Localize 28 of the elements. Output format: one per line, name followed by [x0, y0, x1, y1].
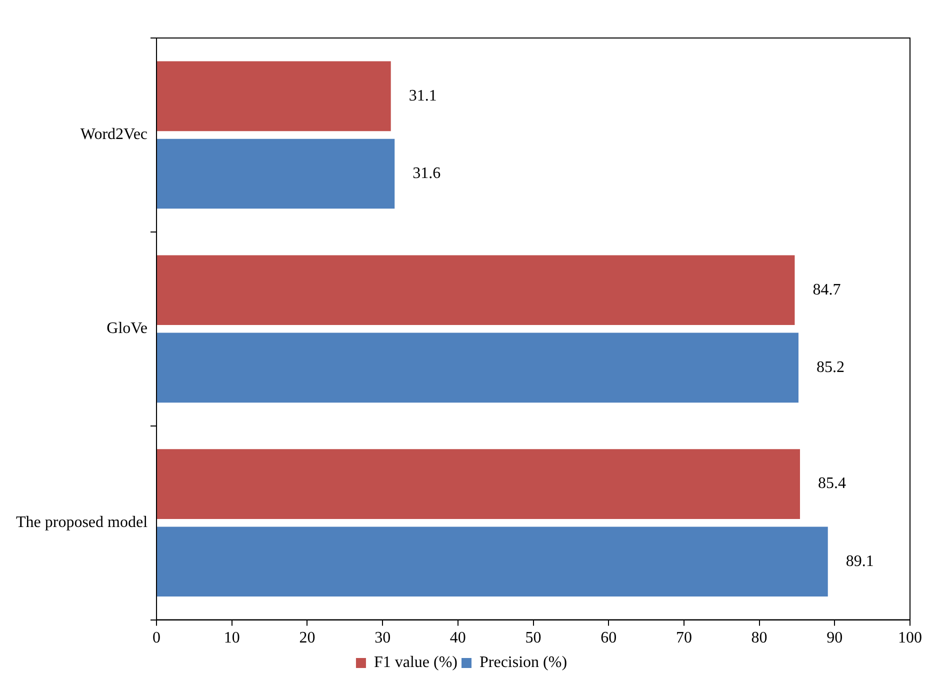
y-tick-label: The proposed model	[16, 514, 148, 532]
data-label: 89.1	[846, 552, 874, 570]
x-tick-label: 50	[525, 630, 542, 647]
data-label: 84.7	[812, 281, 841, 298]
bar	[157, 255, 795, 326]
data-label: 85.4	[818, 475, 846, 492]
y-tick-label: Word2Vec	[80, 126, 148, 144]
x-tick-label: 0	[152, 630, 161, 647]
bar	[157, 61, 391, 132]
data-label: 85.2	[816, 358, 844, 376]
y-tick-label: GloVe	[106, 320, 148, 338]
x-tick-label: 100	[898, 630, 922, 647]
bar	[157, 332, 798, 403]
x-tick-label: 70	[676, 630, 692, 647]
x-tick-label: 60	[600, 630, 617, 647]
legend-label: F1 value (%)	[374, 654, 458, 672]
data-label: 31.6	[412, 164, 441, 182]
x-tick-label: 20	[299, 630, 316, 647]
data-label: 31.1	[408, 87, 437, 104]
bar	[157, 526, 828, 597]
bar	[157, 138, 395, 209]
legend-label: Precision (%)	[480, 654, 568, 672]
x-tick-label: 90	[826, 630, 843, 647]
x-tick-label: 30	[374, 630, 391, 647]
x-tick-label: 80	[751, 630, 768, 647]
x-tick-label: 10	[224, 630, 240, 647]
bar	[157, 449, 800, 519]
x-tick-label: 40	[450, 630, 466, 647]
